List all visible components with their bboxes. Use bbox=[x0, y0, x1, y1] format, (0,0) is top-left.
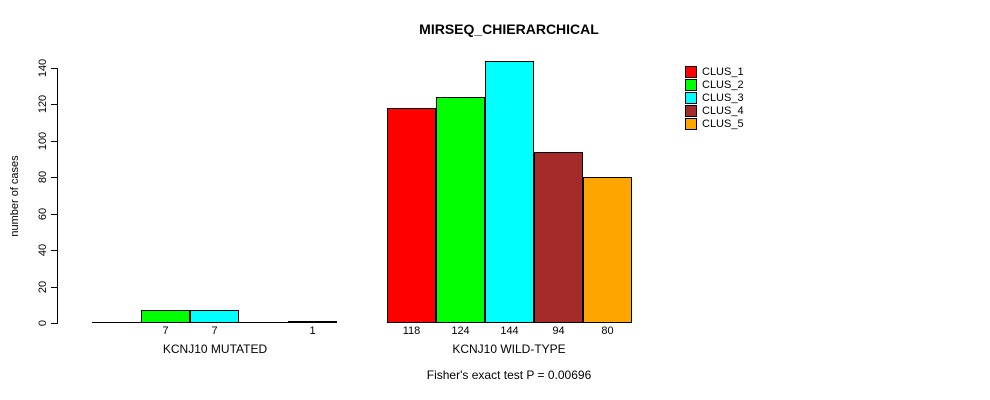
bar-value-label-clus_1-wildtype: 118 bbox=[402, 325, 421, 337]
chart-title: MIRSEQ_CHIERARCHICAL bbox=[419, 21, 599, 37]
fisher-exact-test-annotation: Fisher's exact test P = 0.00696 bbox=[426, 368, 592, 382]
y-tick-20 bbox=[51, 287, 57, 288]
bar-clus_4-mutated bbox=[239, 322, 288, 323]
y-tick-40 bbox=[51, 250, 57, 251]
legend-label-clus_5: CLUS_5 bbox=[702, 118, 744, 130]
legend-swatch-clus_4 bbox=[685, 105, 697, 117]
y-tick-label-40: 40 bbox=[37, 243, 49, 257]
legend-label-clus_4: CLUS_4 bbox=[702, 105, 744, 117]
y-tick-label-0: 0 bbox=[37, 319, 49, 327]
bar-value-label-clus_3-wildtype: 144 bbox=[500, 325, 519, 337]
y-tick-label-100: 100 bbox=[37, 131, 49, 151]
y-tick-label-80: 80 bbox=[37, 170, 49, 184]
bar-clus_2-mutated bbox=[141, 310, 190, 323]
y-tick-label-140: 140 bbox=[37, 58, 49, 78]
y-tick-100 bbox=[51, 141, 57, 142]
bar-value-label-clus_2-wildtype: 124 bbox=[451, 325, 470, 337]
bar-value-label-clus_3-mutated: 7 bbox=[211, 325, 218, 337]
legend-swatch-clus_5 bbox=[685, 118, 697, 130]
group-label-kcnj10-wild-type: KCNJ10 WILD-TYPE bbox=[452, 342, 566, 356]
legend-swatch-clus_1 bbox=[685, 66, 697, 78]
legend-swatch-clus_3 bbox=[685, 92, 697, 104]
y-tick-60 bbox=[51, 214, 57, 215]
bar-clus_4-wildtype bbox=[534, 152, 583, 323]
legend-swatch-clus_2 bbox=[685, 79, 697, 91]
bar-value-label-clus_4-wildtype: 94 bbox=[552, 325, 565, 337]
bar-clus_1-mutated bbox=[92, 322, 141, 323]
legend-label-clus_1: CLUS_1 bbox=[702, 66, 744, 78]
bar-clus_3-wildtype bbox=[485, 61, 534, 323]
y-tick-80 bbox=[51, 177, 57, 178]
bar-clus_3-mutated bbox=[190, 310, 239, 323]
bar-value-label-clus_5-wildtype: 80 bbox=[601, 325, 614, 337]
legend-label-clus_3: CLUS_3 bbox=[702, 92, 744, 104]
group-label-kcnj10-mutated: KCNJ10 MUTATED bbox=[162, 342, 268, 356]
y-tick-120 bbox=[51, 104, 57, 105]
bar-clus_2-wildtype bbox=[436, 97, 485, 323]
y-tick-label-120: 120 bbox=[37, 94, 49, 114]
y-tick-140 bbox=[51, 68, 57, 69]
y-tick-label-60: 60 bbox=[37, 207, 49, 221]
legend-label-clus_2: CLUS_2 bbox=[702, 79, 744, 91]
bar-clus_1-wildtype bbox=[387, 108, 436, 323]
bar-value-label-clus_5-mutated: 1 bbox=[309, 325, 316, 337]
bar-clus_5-mutated bbox=[288, 321, 337, 323]
y-tick-label-20: 20 bbox=[37, 280, 49, 294]
y-axis-label: number of cases bbox=[9, 155, 21, 237]
bar-clus_5-wildtype bbox=[583, 177, 632, 323]
bar-value-label-clus_2-mutated: 7 bbox=[162, 325, 169, 337]
y-axis-line bbox=[57, 68, 58, 324]
y-tick-0 bbox=[51, 323, 57, 324]
